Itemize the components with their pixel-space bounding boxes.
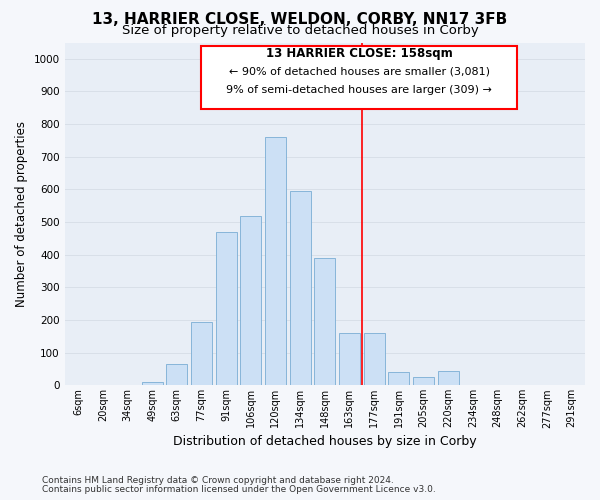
Bar	[240, 216, 261, 386]
Text: 9% of semi-detached houses are larger (309) →: 9% of semi-detached houses are larger (3…	[226, 86, 492, 96]
Bar	[413, 377, 434, 386]
Bar	[437, 370, 458, 386]
Bar	[339, 333, 360, 386]
Bar	[166, 364, 187, 386]
Y-axis label: Number of detached properties: Number of detached properties	[15, 121, 28, 307]
Text: 13 HARRIER CLOSE: 158sqm: 13 HARRIER CLOSE: 158sqm	[266, 46, 452, 60]
Text: Contains public sector information licensed under the Open Government Licence v3: Contains public sector information licen…	[42, 485, 436, 494]
Text: Contains HM Land Registry data © Crown copyright and database right 2024.: Contains HM Land Registry data © Crown c…	[42, 476, 394, 485]
Bar	[388, 372, 409, 386]
Bar	[215, 232, 236, 386]
X-axis label: Distribution of detached houses by size in Corby: Distribution of detached houses by size …	[173, 434, 476, 448]
Text: ← 90% of detached houses are smaller (3,081): ← 90% of detached houses are smaller (3,…	[229, 66, 490, 76]
Text: Size of property relative to detached houses in Corby: Size of property relative to detached ho…	[122, 24, 478, 37]
Bar	[364, 333, 385, 386]
Bar	[265, 137, 286, 386]
Bar	[142, 382, 163, 386]
Bar	[290, 191, 311, 386]
Bar	[314, 258, 335, 386]
Bar	[202, 46, 517, 110]
Text: 13, HARRIER CLOSE, WELDON, CORBY, NN17 3FB: 13, HARRIER CLOSE, WELDON, CORBY, NN17 3…	[92, 12, 508, 28]
Bar	[191, 322, 212, 386]
